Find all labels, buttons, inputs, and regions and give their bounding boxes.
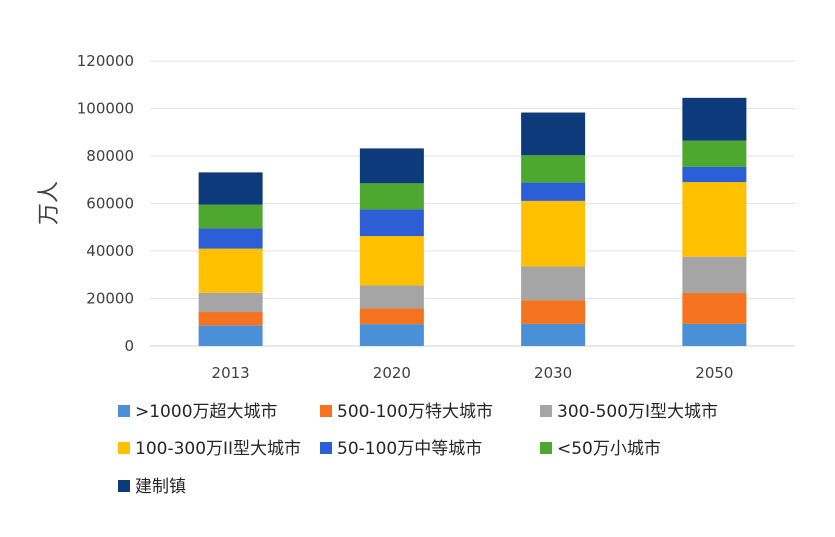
bar-segment	[359, 183, 424, 210]
y-axis-ticks: 0 20000 40000 60000 80000 100000 120000	[77, 52, 134, 355]
bar-segment	[682, 293, 747, 324]
y-axis-label: 万人	[37, 181, 62, 225]
legend-label: 50-100万中等城市	[337, 439, 482, 459]
bar-segment	[359, 148, 424, 184]
y-tick-label: 40000	[86, 242, 134, 260]
legend-label: <50万小城市	[557, 439, 661, 459]
bar-segment	[521, 112, 586, 156]
bar-segment	[682, 97, 747, 141]
x-tick-label: 2020	[373, 364, 411, 382]
legend-label: >1000万超大城市	[135, 402, 278, 422]
y-tick-label: 120000	[77, 52, 134, 70]
bars	[198, 97, 747, 346]
legend-label: 500-100万特大城市	[337, 402, 493, 422]
legend-swatch	[118, 480, 130, 492]
legend-swatch	[320, 405, 332, 417]
bar-segment	[682, 323, 747, 346]
bar-segment	[359, 236, 424, 286]
bar-segment	[521, 266, 586, 301]
y-tick-label: 100000	[77, 100, 134, 118]
y-tick-label: 60000	[86, 195, 134, 213]
legend-swatch	[320, 442, 332, 454]
y-tick-label: 0	[124, 337, 134, 355]
legend-swatch	[118, 442, 130, 454]
x-tick-label: 2013	[212, 364, 250, 382]
legend-label: 300-500万I型大城市	[557, 402, 718, 422]
y-tick-label: 20000	[86, 290, 134, 308]
bar-segment	[198, 325, 263, 346]
legend-swatch	[540, 442, 552, 454]
bar-segment	[198, 228, 263, 249]
bar-segment	[682, 256, 747, 294]
x-tick-label: 2030	[534, 364, 572, 382]
bar-segment	[359, 308, 424, 325]
x-axis-ticks: 2013 2020 2030 2050	[212, 364, 734, 382]
bar-segment	[521, 200, 586, 267]
legend-swatch	[540, 405, 552, 417]
bar-segment	[682, 166, 747, 183]
bar-segment	[198, 248, 263, 293]
y-tick-label: 80000	[86, 147, 134, 165]
bar-segment	[198, 204, 263, 229]
legend-swatch	[118, 405, 130, 417]
legend-label: 100-300万II型大城市	[135, 439, 301, 459]
bar-segment	[521, 323, 586, 346]
bar-segment	[198, 172, 263, 205]
legend: >1000万超大城市 500-100万特大城市 300-500万I型大城市 100-3…	[118, 402, 718, 497]
bar-segment	[521, 155, 586, 183]
bar-segment	[521, 182, 586, 201]
legend-label: 建制镇	[135, 477, 186, 497]
bar-segment	[359, 209, 424, 237]
bar-segment	[682, 140, 747, 167]
bar-segment	[521, 300, 586, 324]
bar-segment	[682, 182, 747, 257]
bar-segment	[359, 324, 424, 346]
x-tick-label: 2050	[695, 364, 733, 382]
bar-segment	[359, 285, 424, 309]
bar-segment	[198, 312, 263, 326]
bar-segment	[198, 292, 263, 313]
